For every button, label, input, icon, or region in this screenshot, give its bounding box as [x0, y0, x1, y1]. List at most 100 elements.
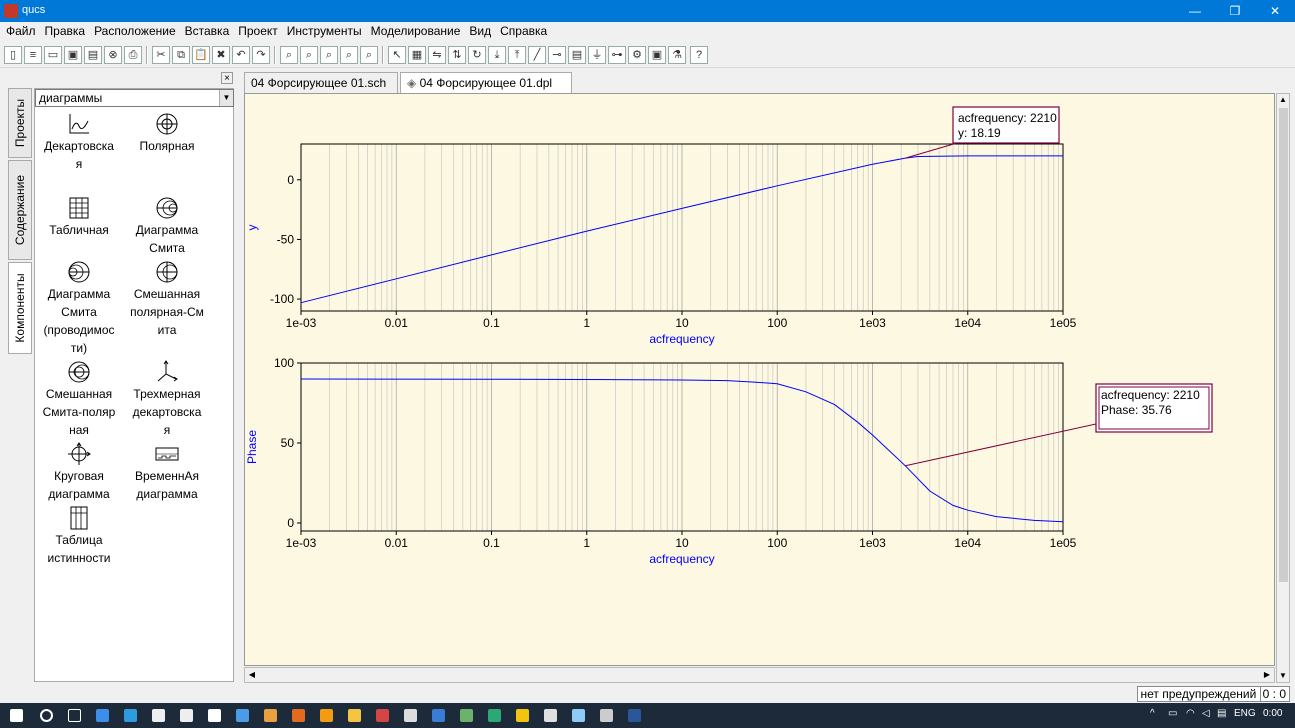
edit-properties-icon[interactable]: ▦	[408, 46, 426, 64]
tab-components[interactable]: Компоненты	[8, 262, 32, 354]
dock-close-button[interactable]: ×	[221, 72, 233, 84]
component-smith-admittance[interactable]: Диаграмма Смита (проводимос ти)	[35, 259, 123, 357]
mirror-y-icon[interactable]: ⇅	[448, 46, 466, 64]
edge-icon[interactable]	[96, 709, 109, 722]
horizontal-scrollbar[interactable]: ◀ ▶	[244, 667, 1275, 683]
volume-icon[interactable]: ◁	[1202, 708, 1210, 719]
menu-project[interactable]: Проект	[238, 24, 278, 38]
scroll-right-icon[interactable]: ▶	[1263, 670, 1271, 679]
component-locus-curve[interactable]: Круговая диаграмма	[35, 441, 123, 503]
taskbar-app-icon[interactable]	[124, 709, 137, 722]
tab-projects[interactable]: Проекты	[8, 88, 32, 158]
select-icon[interactable]: ↖	[388, 46, 406, 64]
tray-chevron-up-icon[interactable]: ^	[1150, 708, 1155, 719]
app-icon[interactable]	[516, 709, 529, 722]
zoom-out-icon[interactable]: ⌕	[340, 46, 358, 64]
app-icon[interactable]	[488, 709, 501, 722]
minimize-button[interactable]: —	[1189, 4, 1201, 18]
menu-tools[interactable]: Инструменты	[286, 24, 362, 38]
menu-file[interactable]: Файл	[6, 24, 36, 38]
store-icon[interactable]	[152, 709, 165, 722]
language-indicator[interactable]: ENG	[1234, 708, 1256, 719]
help-icon[interactable]: ?	[690, 46, 708, 64]
cut-icon[interactable]: ✂	[152, 46, 170, 64]
app-icon[interactable]	[460, 709, 473, 722]
menu-insert[interactable]: Вставка	[184, 24, 230, 38]
notification-icon[interactable]: ▤	[1217, 708, 1227, 719]
ground-icon[interactable]: ⏚	[588, 46, 606, 64]
move-up-icon[interactable]: ⤒	[508, 46, 526, 64]
new-icon[interactable]: ▯	[4, 46, 22, 64]
component-smith-polar[interactable]: Смешанная Смита-поляр ная	[35, 359, 123, 439]
app-icon[interactable]	[572, 709, 585, 722]
print-icon[interactable]: ⎙	[124, 46, 142, 64]
home-icon[interactable]	[180, 709, 193, 722]
chart-app-icon[interactable]	[348, 709, 361, 722]
component-polar[interactable]: Полярная	[123, 111, 211, 155]
qucs-taskbar-icon[interactable]	[600, 709, 613, 722]
zoom-in-icon[interactable]: ⌕	[320, 46, 338, 64]
component-polar-smith[interactable]: Смешанная полярная-См ита	[123, 259, 211, 339]
app-icon[interactable]	[376, 709, 389, 722]
undo-icon[interactable]: ↶	[232, 46, 250, 64]
search-icon[interactable]	[40, 709, 53, 722]
zoom-1-1-icon[interactable]: ⌕	[300, 46, 318, 64]
mirror-x-icon[interactable]: ⇋	[428, 46, 446, 64]
save-icon[interactable]: ▣	[64, 46, 82, 64]
tab-contents[interactable]: Содержание	[8, 160, 32, 260]
redo-icon[interactable]: ↷	[252, 46, 270, 64]
menu-help[interactable]: Справка	[500, 24, 548, 38]
app-icon[interactable]	[432, 709, 445, 722]
scroll-down-icon[interactable]: ▼	[1279, 671, 1287, 680]
close-icon[interactable]: ⊗	[104, 46, 122, 64]
start-icon[interactable]	[10, 709, 23, 722]
display-results-icon[interactable]: ▣	[648, 46, 666, 64]
component-timing-diagram[interactable]: ВременнАя диаграмма	[123, 441, 211, 503]
paste-icon[interactable]: 📋	[192, 46, 210, 64]
component-smith[interactable]: Диаграмма Смита	[123, 195, 211, 257]
matlab-icon[interactable]: ⚗	[668, 46, 686, 64]
zoom-select-icon[interactable]: ⌕	[360, 46, 378, 64]
menu-positioning[interactable]: Расположение	[94, 24, 176, 38]
scroll-left-icon[interactable]: ◀	[248, 670, 256, 679]
clock[interactable]: 0:00	[1263, 708, 1283, 719]
app-icon[interactable]	[544, 709, 557, 722]
component-3d-cartesian[interactable]: Трехмерная декартовска я	[123, 359, 211, 439]
category-select[interactable]: диаграммы ▼	[35, 89, 234, 107]
monitor-icon[interactable]	[236, 709, 249, 722]
simulate-icon[interactable]: ⚙	[628, 46, 646, 64]
save-all-icon[interactable]: ▤	[84, 46, 102, 64]
open-icon[interactable]: ▭	[44, 46, 62, 64]
rotate-icon[interactable]: ↻	[468, 46, 486, 64]
move-down-icon[interactable]: ⤓	[488, 46, 506, 64]
menu-view[interactable]: Вид	[469, 24, 492, 38]
equation-icon[interactable]: ▤	[568, 46, 586, 64]
component-truth-table[interactable]: Таблица истинности	[35, 505, 123, 567]
delete-icon[interactable]: ✖	[212, 46, 230, 64]
file-icon[interactable]	[208, 709, 221, 722]
port-icon[interactable]: ⊶	[608, 46, 626, 64]
tab-display[interactable]: ◈ 04 Форсирующее 01.dpl	[400, 72, 572, 93]
tab-schematic[interactable]: 04 Форсирующее 01.sch	[244, 72, 398, 93]
calculator-icon[interactable]	[404, 709, 417, 722]
scrollbar-thumb[interactable]	[1279, 108, 1288, 582]
maximize-button[interactable]: ❐	[1229, 4, 1241, 18]
headphones-icon[interactable]	[264, 709, 277, 722]
component-cartesian[interactable]: Декартовска я	[35, 111, 123, 173]
label-icon[interactable]: ⊸	[548, 46, 566, 64]
menu-edit[interactable]: Правка	[44, 24, 86, 38]
menu-simulation[interactable]: Моделирование	[370, 24, 461, 38]
task-view-icon[interactable]	[68, 709, 81, 722]
chrome-icon[interactable]	[320, 709, 333, 722]
close-button[interactable]: ✕	[1269, 4, 1281, 18]
word-icon[interactable]	[628, 709, 641, 722]
zoom-fit-icon[interactable]: ⌕	[280, 46, 298, 64]
network-icon[interactable]: ▭	[1168, 708, 1178, 719]
vertical-scrollbar[interactable]: ▲ ▼	[1276, 93, 1290, 683]
new-text-icon[interactable]: ≡	[24, 46, 42, 64]
wire-icon[interactable]: ╱	[528, 46, 546, 64]
scroll-up-icon[interactable]: ▲	[1279, 95, 1287, 104]
firefox-icon[interactable]	[292, 709, 305, 722]
copy-icon[interactable]: ⧉	[172, 46, 190, 64]
wifi-icon[interactable]: ◠	[1186, 708, 1195, 719]
